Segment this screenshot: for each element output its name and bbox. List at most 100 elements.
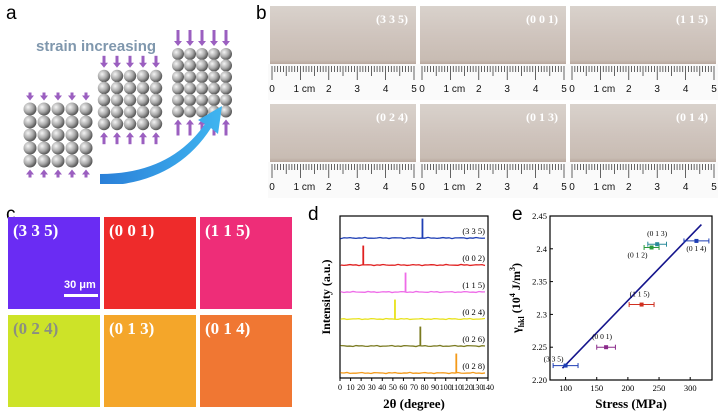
point-label: (1 1 5) xyxy=(630,290,650,299)
atom-ball xyxy=(184,94,196,106)
ruler-tick-label: 5 xyxy=(561,84,567,95)
compress-arrowhead-bottom xyxy=(40,169,48,175)
atom-ball xyxy=(208,94,220,106)
data-point xyxy=(639,302,644,307)
strain-arrow xyxy=(100,106,222,184)
point-label: (0 1 3) xyxy=(647,229,667,238)
atom-ball xyxy=(149,93,163,107)
panel-b-letter: b xyxy=(256,3,267,24)
compress-arrowhead-top xyxy=(126,62,134,68)
stress-xtick-label: 100 xyxy=(559,383,572,393)
optical-tile: (0 2 4) xyxy=(8,315,100,407)
atom-ball xyxy=(208,71,220,83)
photo-label: (1 1 5) xyxy=(676,12,708,26)
ruler-tick-label: 2 xyxy=(626,182,632,193)
stress-ytick-label: 2.45 xyxy=(532,211,547,221)
stress-ylabel-part: 4 xyxy=(508,293,517,297)
atom-ball xyxy=(79,102,93,116)
tile-label: (3 3 5) xyxy=(13,221,59,240)
atom-ball xyxy=(23,141,37,155)
ruler-tick-label: 4 xyxy=(682,182,689,193)
ruler-ticks xyxy=(571,164,715,178)
ruler-tick-label: 5 xyxy=(561,182,567,193)
ruler-tick-label: 1 cm xyxy=(443,182,466,193)
atom-ball xyxy=(172,82,184,95)
compress-arrowhead-top xyxy=(139,62,147,68)
stress-xtick-label: 250 xyxy=(653,383,666,393)
xrd-xtick-label: 70 xyxy=(410,383,418,392)
ruler-tick-label: 2 xyxy=(626,84,632,95)
xrd-baseline xyxy=(340,371,486,375)
ruler: 0 1 cm 2 3 4 5 xyxy=(418,162,568,198)
ruler-tick-label: 5 xyxy=(711,84,717,95)
atom-ball xyxy=(79,115,93,129)
atom-ball xyxy=(196,59,208,72)
stress-ytick-label: 2.20 xyxy=(532,375,547,385)
point-label: (0 0 1) xyxy=(592,332,612,341)
optical-tile: (1 1 5) xyxy=(200,217,292,309)
tile-label: (0 1 3) xyxy=(109,319,155,338)
xrd-baseline xyxy=(340,290,486,294)
ruler-tick-label: 4 xyxy=(382,84,389,95)
atom-ball xyxy=(184,105,196,118)
atom-ball xyxy=(172,59,184,72)
xrd-xtick-label: 120 xyxy=(461,383,473,392)
scale-bar-label: 30 μm xyxy=(64,279,96,291)
point-label: (0 1 2) xyxy=(628,250,648,259)
stress-ylabel-part: (10 xyxy=(509,297,523,316)
stress-ytick-label: 2.25 xyxy=(532,342,547,352)
atom-ball xyxy=(37,128,51,142)
atom-ball xyxy=(208,48,220,60)
stress-xlabel: Stress (MPa) xyxy=(595,396,667,411)
ruler: 0 1 cm 2 3 4 5 xyxy=(568,162,718,198)
optical-tile: (3 3 5) xyxy=(8,217,100,309)
xrd-xtick-label: 60 xyxy=(399,383,407,392)
atom-ball xyxy=(172,94,184,106)
compress-arrowhead-bottom xyxy=(139,132,147,138)
xrd-xtick-label: 130 xyxy=(471,383,483,392)
xrd-xtick-label: 10 xyxy=(347,383,355,392)
xrd-xtick-label: 40 xyxy=(378,383,386,392)
compress-arrowhead-bottom xyxy=(68,169,76,175)
xrd-baseline xyxy=(340,317,486,321)
compress-arrowhead-top xyxy=(100,62,108,68)
atom-ball xyxy=(220,71,232,83)
ruler-tick-label: 5 xyxy=(411,182,417,193)
atom-ball xyxy=(172,71,184,83)
stress-ylabel-part: hkl xyxy=(517,316,526,328)
atom-ball xyxy=(79,141,93,155)
lattice-diagram xyxy=(23,30,232,184)
xrd-baseline xyxy=(340,344,486,348)
ruler-ticks xyxy=(271,66,415,80)
atom-ball xyxy=(23,154,37,168)
compress-arrowhead-top xyxy=(152,62,160,68)
compress-arrowhead-bottom xyxy=(54,169,62,175)
atom-ball xyxy=(136,93,150,107)
stress-xtick-label: 150 xyxy=(590,383,603,393)
tile-label: (0 2 4) xyxy=(13,319,59,338)
atom-ball xyxy=(65,102,79,116)
ruler-tick-label: 1 cm xyxy=(593,182,616,193)
ruler-tick-label: 2 xyxy=(326,182,332,193)
compress-arrowhead-top xyxy=(186,41,194,46)
atom-ball xyxy=(149,81,163,95)
compress-arrowhead-top xyxy=(54,95,62,101)
xrd-xtick-label: 30 xyxy=(368,383,376,392)
xrd-series-label: (3 3 5) xyxy=(462,226,485,236)
stress-ylabel-part: 3 xyxy=(508,267,517,271)
strain-caption: strain increasing xyxy=(36,38,157,55)
atom-ball xyxy=(23,128,37,142)
atom-ball xyxy=(149,105,163,119)
stress-chart: 2.20 2.25 2.3 2.35 2.4 2.45 100 150 200 250 300 (3 … xyxy=(508,211,713,411)
compress-arrowhead-top xyxy=(198,41,206,46)
atom-ball xyxy=(65,141,79,155)
ruler-tick-label: 3 xyxy=(654,182,660,193)
xrd-frame xyxy=(339,215,489,379)
ruler-tick-label: 3 xyxy=(504,182,510,193)
atom-ball xyxy=(123,69,137,83)
compress-arrowhead-top xyxy=(210,41,218,46)
ruler-tick-label: 2 xyxy=(326,84,332,95)
atom-ball xyxy=(110,69,124,83)
atom-ball xyxy=(220,59,232,72)
ruler-tick-label: 3 xyxy=(504,84,510,95)
